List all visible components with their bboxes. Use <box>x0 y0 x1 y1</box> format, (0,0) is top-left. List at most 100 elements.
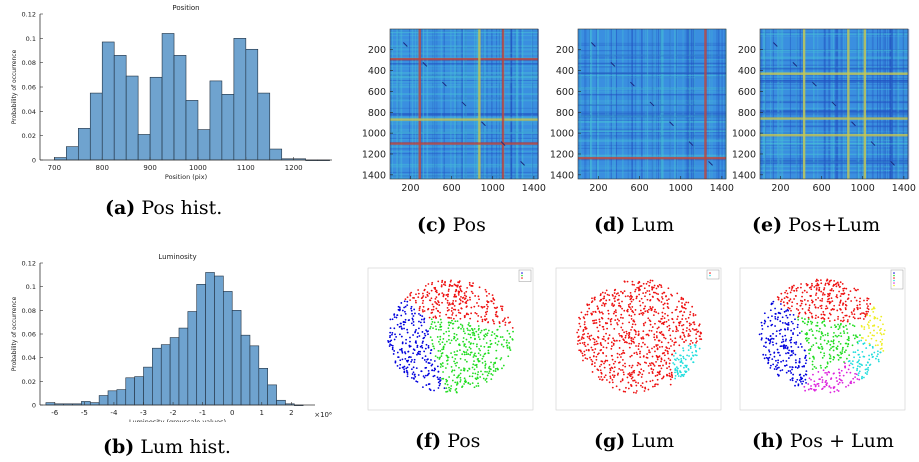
scatter-point <box>687 367 690 370</box>
scatter-point <box>412 320 415 323</box>
scatter-point <box>605 299 608 302</box>
scatter-point <box>777 361 779 364</box>
scatter-point <box>455 288 458 291</box>
scatter-point <box>467 353 470 355</box>
scatter-point <box>842 289 845 292</box>
matrix-streak <box>857 29 859 179</box>
matrix-streak <box>760 132 908 134</box>
scatter-point <box>655 383 657 386</box>
scatter-point <box>465 351 468 354</box>
scatter-point <box>614 295 617 298</box>
scatter-point <box>771 323 774 326</box>
matrix-diagonal-mark <box>402 42 408 47</box>
scatter-point <box>440 321 443 324</box>
scatter-point <box>798 374 801 376</box>
scatter-point <box>423 359 426 361</box>
scatter-point <box>842 374 845 377</box>
scatter-point <box>477 295 480 298</box>
scatter-point <box>645 380 648 383</box>
scatter-point <box>676 315 679 318</box>
scatter-point <box>835 295 838 298</box>
scatter-point <box>412 366 415 369</box>
scatter-point <box>631 306 634 308</box>
scatter-point <box>788 299 791 302</box>
scatter-point <box>839 299 842 302</box>
matrix-streak <box>390 97 538 99</box>
matrix-streak <box>760 101 908 104</box>
scatter-point <box>823 352 826 355</box>
scatter-point <box>622 317 624 319</box>
scatter-point <box>626 376 629 379</box>
scatter-point <box>484 352 487 355</box>
scatter-point <box>773 355 776 358</box>
scatter-point <box>694 346 697 348</box>
matrix-frame <box>577 28 727 180</box>
scatter-point <box>672 362 675 364</box>
scatter-point <box>640 285 643 287</box>
matrix-streak <box>578 135 726 137</box>
scatter-point <box>477 336 480 338</box>
scatter-point <box>410 377 413 379</box>
scatter-point <box>467 381 470 384</box>
scatter-point <box>824 282 827 285</box>
scatter-point <box>631 364 634 367</box>
scatter-point <box>801 300 804 303</box>
matrix-streak <box>889 29 891 179</box>
scatter-point <box>807 388 810 391</box>
scatter-point <box>676 357 679 360</box>
scatter-point <box>803 318 806 320</box>
scatter-point <box>463 294 466 297</box>
scatter-point <box>769 366 772 369</box>
scatter-point <box>630 315 633 317</box>
matrix-streak <box>760 84 908 86</box>
scatter-point <box>620 369 622 371</box>
matrix-diagonal-mark <box>422 61 428 67</box>
scatter-point <box>867 310 869 313</box>
scatter-position <box>367 267 534 411</box>
scatter-point <box>490 300 493 302</box>
scatter-point <box>679 364 682 367</box>
scatter-point <box>417 296 420 299</box>
scatter-point <box>610 323 612 326</box>
scatter-point <box>404 298 407 301</box>
matrix-streak <box>631 29 633 179</box>
scatter-point <box>421 302 424 305</box>
scatter-point <box>829 391 832 394</box>
scatter-point <box>855 335 858 338</box>
scatter-point <box>790 309 792 312</box>
scatter-point <box>815 294 817 296</box>
matrix-streak <box>483 29 485 179</box>
scatter-point <box>840 335 843 338</box>
scatter-point <box>489 346 492 348</box>
scatter-point <box>673 343 675 346</box>
scatter-point <box>475 366 478 368</box>
scatter-point <box>774 317 777 320</box>
scatter-point <box>396 323 399 326</box>
scatter-point <box>456 338 459 340</box>
matrix-streak <box>578 90 726 92</box>
scatter-point <box>586 335 589 338</box>
y-tick-label: 0.02 <box>22 132 36 140</box>
scatter-point <box>628 305 630 308</box>
scatter-point <box>837 334 840 337</box>
scatter-point <box>861 364 863 367</box>
scatter-point <box>454 308 457 311</box>
scatter-point <box>463 377 466 380</box>
scatter-point <box>634 323 637 326</box>
matrix-streak <box>760 160 908 163</box>
scatter-point <box>459 299 462 302</box>
scatter-point <box>849 381 852 384</box>
scatter-point <box>440 328 442 331</box>
scatter-point <box>858 359 860 362</box>
scatter-point <box>611 374 614 376</box>
scatter-point <box>679 361 682 363</box>
scatter-point <box>820 331 823 333</box>
scatter-point <box>430 308 433 311</box>
scatter-point <box>505 341 508 344</box>
scatter-point <box>388 345 391 347</box>
scatter-point <box>788 307 791 310</box>
scatter-point <box>438 315 441 317</box>
scatter-point <box>450 385 453 387</box>
scatter-point <box>807 349 810 351</box>
scatter-point <box>404 358 407 360</box>
